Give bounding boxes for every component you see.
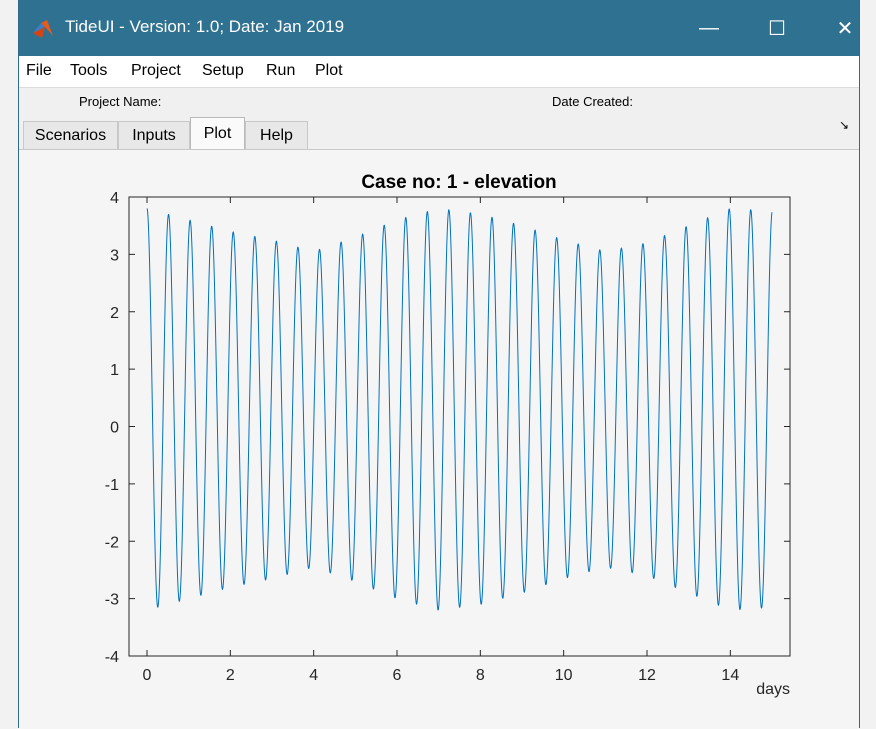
y-tick-label: -3 — [105, 592, 119, 609]
dock-arrow-icon[interactable]: ↘ — [839, 118, 850, 132]
date-created-label: Date Created: — [552, 94, 633, 109]
tab-plot-label: Plot — [203, 125, 232, 142]
menu-run[interactable]: Run — [266, 62, 296, 79]
x-tick-label: 12 — [638, 667, 656, 684]
maximize-icon: ☐ — [768, 17, 786, 40]
plot-area — [129, 197, 790, 656]
y-tick-label: 3 — [110, 247, 119, 264]
elevation-chart[interactable]: Case no: 1 - elevation days 0 2 4 6 8 10 12 144… — [19, 150, 859, 729]
title-bar[interactable]: TideUI - Version: 1.0; Date: Jan 2019 — … — [19, 0, 859, 56]
project-info-bar: Project Name: Date Created: — [19, 87, 859, 117]
tab-help-label: Help — [260, 126, 293, 144]
tab-inputs-label: Inputs — [132, 126, 176, 144]
y-tick-label: 4 — [110, 190, 119, 207]
y-tick-label: -2 — [105, 534, 119, 551]
menu-tools[interactable]: Tools — [70, 62, 108, 79]
y-tick-label: -4 — [105, 649, 119, 666]
window-title: TideUI - Version: 1.0; Date: Jan 2019 — [65, 17, 345, 36]
tab-help[interactable]: Help — [245, 121, 308, 149]
project-name-label: Project Name: — [79, 94, 162, 109]
tab-scenarios[interactable]: Scenarios — [23, 121, 118, 149]
plot-panel: Case no: 1 - elevation days 0 2 4 6 8 10 12 14 4… — [19, 149, 859, 729]
x-tick-label: 14 — [721, 667, 739, 684]
minimize-button[interactable]: — — [675, 0, 743, 56]
matlab-logo-icon — [33, 20, 53, 38]
x-tick-label: 10 — [555, 667, 573, 684]
x-tick-label: 0 — [143, 667, 152, 684]
menu-setup[interactable]: Setup — [202, 62, 244, 79]
minimize-icon: — — [699, 16, 719, 39]
app-window: TideUI - Version: 1.0; Date: Jan 2019 — … — [18, 0, 860, 729]
menu-plot[interactable]: Plot — [315, 62, 343, 79]
menu-project[interactable]: Project — [131, 62, 181, 79]
series-elevation-line — [146, 208, 773, 611]
x-axis-label: days — [756, 681, 790, 698]
tab-inputs[interactable]: Inputs — [118, 121, 190, 149]
close-button[interactable]: ✕ — [811, 0, 876, 56]
x-tick-label: 6 — [393, 667, 402, 684]
menu-file[interactable]: File — [26, 62, 52, 79]
x-tick-label: 4 — [309, 667, 318, 684]
maximize-button[interactable]: ☐ — [743, 0, 811, 56]
tab-scenarios-label: Scenarios — [34, 126, 107, 144]
menu-bar: File Tools Project Setup Run Plot ↘ — [19, 56, 859, 132]
axes-box — [128, 196, 791, 657]
y-tick-label: -1 — [105, 477, 119, 494]
chart-title: Case no: 1 - elevation — [361, 172, 556, 193]
y-tick-label: 1 — [110, 362, 119, 379]
close-icon: ✕ — [836, 17, 854, 40]
x-tick-label: 8 — [476, 667, 485, 684]
y-tick-label: 2 — [110, 305, 119, 322]
tab-bar: Scenarios Inputs Plot Help — [19, 117, 859, 150]
y-tick-label: 0 — [110, 420, 119, 437]
tab-plot[interactable]: Plot — [190, 117, 245, 150]
x-tick-label: 2 — [226, 667, 235, 684]
